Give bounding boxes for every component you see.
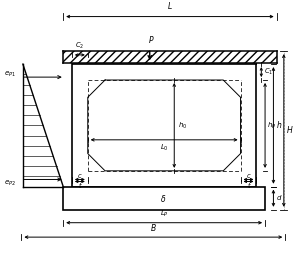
Text: L: L	[168, 2, 172, 11]
Bar	[63, 51, 277, 63]
Text: $h_P$: $h_P$	[267, 120, 277, 131]
Text: $h_0$: $h_0$	[178, 120, 187, 131]
Text: $C_2$: $C_2$	[75, 41, 84, 51]
Text: $L_0$: $L_0$	[160, 143, 169, 154]
Bar	[63, 187, 265, 210]
Text: d: d	[276, 195, 281, 201]
Text: P: P	[149, 36, 154, 45]
Text: t: t	[247, 183, 250, 189]
Text: H: H	[287, 126, 293, 135]
Text: c: c	[247, 173, 250, 179]
Text: $L_P$: $L_P$	[160, 208, 169, 219]
Text: $e_{P2}$: $e_{P2}$	[4, 179, 16, 188]
Text: t: t	[79, 183, 81, 189]
Text: c: c	[78, 173, 82, 179]
Text: $\delta$: $\delta$	[160, 193, 166, 204]
Bar	[72, 64, 256, 187]
Text: h: h	[276, 121, 281, 130]
Text: $C_1$: $C_1$	[264, 67, 273, 77]
Text: $e_{P1}$: $e_{P1}$	[4, 70, 16, 79]
Text: B: B	[151, 224, 156, 233]
